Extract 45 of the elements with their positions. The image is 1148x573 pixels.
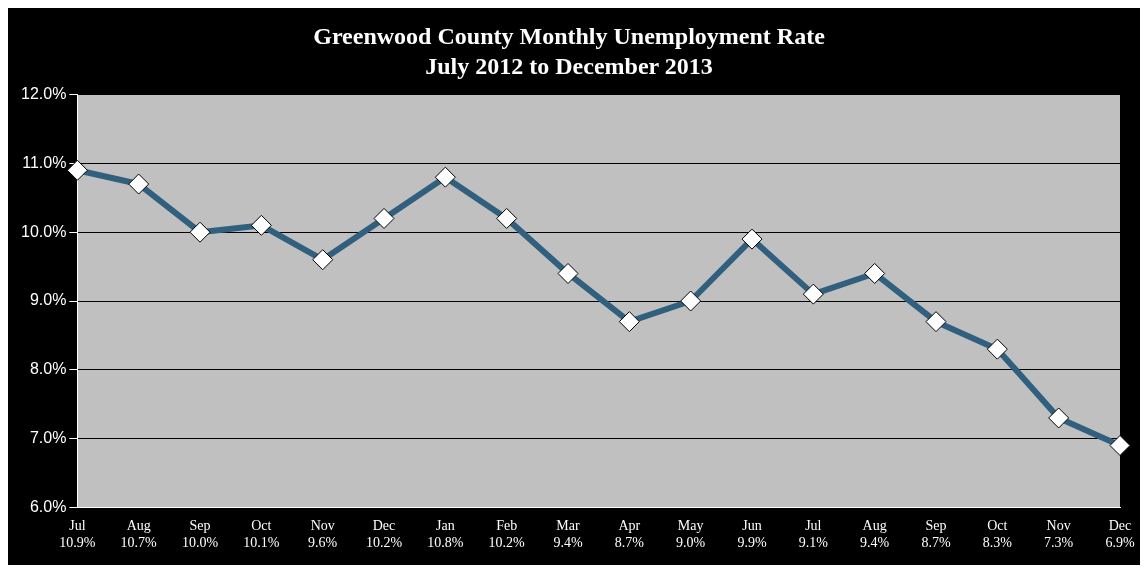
data-label: 9.6%	[308, 535, 338, 551]
x-tick-label: Feb	[496, 518, 518, 534]
x-tick-label: Jun	[742, 518, 762, 534]
x-tick-label: Aug	[862, 518, 887, 534]
y-tick-label: 8.0%	[29, 360, 67, 378]
x-tick-label: May	[677, 518, 704, 534]
chart-subtitle: July 2012 to December 2013	[425, 53, 713, 80]
x-tick-label: Jul	[69, 518, 86, 534]
x-tick-label: Dec	[1108, 518, 1132, 534]
x-tick-label: Dec	[372, 518, 396, 534]
x-tick-label: Mar	[556, 518, 581, 534]
data-label: 9.0%	[676, 535, 706, 551]
y-tick-label: 9.0%	[29, 291, 67, 309]
data-label: 10.2%	[488, 535, 526, 551]
x-tick-label: Aug	[126, 518, 151, 534]
data-label: 8.3%	[982, 535, 1013, 551]
x-tick-label: Oct	[251, 518, 272, 534]
y-tick-label: 12.0%	[20, 85, 67, 103]
data-label: 9.1%	[798, 535, 829, 551]
x-tick-label: Apr	[618, 518, 641, 534]
data-label: 10.8%	[427, 535, 464, 551]
y-tick-label: 7.0%	[29, 429, 67, 447]
data-label: 10.1%	[243, 535, 280, 551]
y-tick-label: 11.0%	[22, 153, 67, 171]
data-label: 9.4%	[860, 535, 890, 551]
x-tick-label: Sep	[925, 518, 947, 534]
x-tick-label: Jul	[805, 518, 822, 534]
data-label: 7.3%	[1044, 535, 1074, 551]
data-label: 8.7%	[921, 535, 951, 551]
chart-title: Greenwood County Monthly Unemployment Rate	[313, 22, 826, 49]
data-label: 8.7%	[614, 535, 645, 551]
data-label: 10.9%	[59, 535, 96, 551]
data-label: 10.7%	[120, 535, 158, 551]
data-label: 10.0%	[181, 535, 219, 551]
data-label: 10.2%	[365, 535, 403, 551]
x-tick-label: Nov	[1046, 518, 1071, 534]
x-tick-label: Sep	[189, 518, 211, 534]
x-tick-label: Nov	[310, 518, 335, 534]
data-label: 6.9%	[1105, 535, 1135, 551]
y-tick-label: 10.0%	[20, 222, 67, 240]
y-tick-label: 6.0%	[29, 497, 67, 515]
data-label: 9.4%	[553, 535, 583, 551]
x-tick-label: Oct	[987, 518, 1008, 534]
x-tick-label: Jan	[436, 518, 455, 534]
data-label: 9.9%	[737, 535, 767, 551]
